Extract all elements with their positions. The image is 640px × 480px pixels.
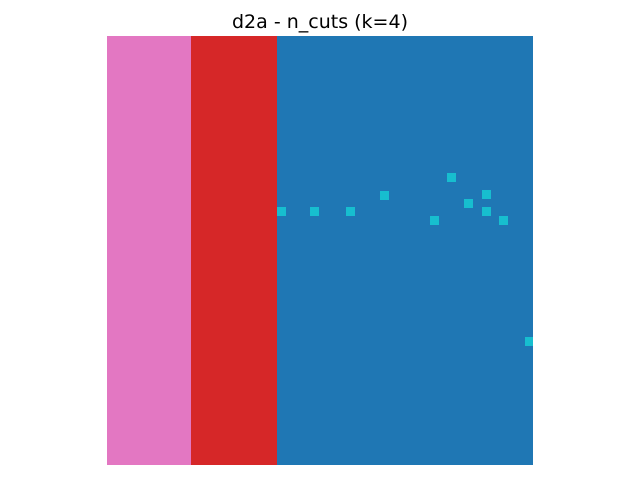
cluster-cyan-cell (346, 207, 355, 216)
cluster-blue-band (277, 36, 533, 465)
cluster-cyan-cell (464, 199, 473, 208)
cluster-cyan-cell (525, 337, 533, 346)
cluster-cyan-cell (310, 207, 319, 216)
chart-title: d2a - n_cuts (k=4) (232, 11, 408, 33)
cluster-pink-band (107, 36, 191, 465)
cluster-cyan-cell (277, 207, 286, 216)
cluster-cyan-cell (482, 207, 491, 216)
cluster-cyan-cell (499, 216, 508, 225)
segmentation-heatmap (107, 36, 533, 465)
cluster-red-band (191, 36, 277, 465)
cluster-cyan-cell (430, 216, 439, 225)
cluster-cyan-cell (482, 190, 491, 199)
cluster-cyan-cell (380, 191, 389, 200)
cluster-cyan-cell (447, 173, 456, 182)
